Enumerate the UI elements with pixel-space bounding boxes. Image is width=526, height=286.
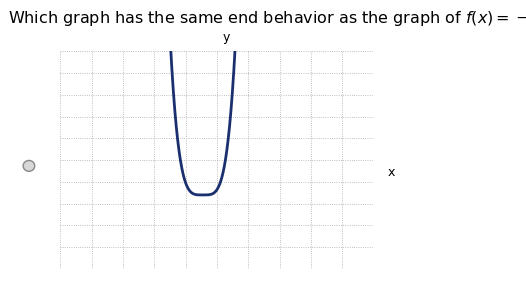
Text: x: x xyxy=(388,166,395,178)
Text: y: y xyxy=(222,31,230,44)
Text: Which graph has the same end behavior as the graph of $f(x) = -3x^3 - x^2 + 1$?: Which graph has the same end behavior as… xyxy=(8,7,526,29)
